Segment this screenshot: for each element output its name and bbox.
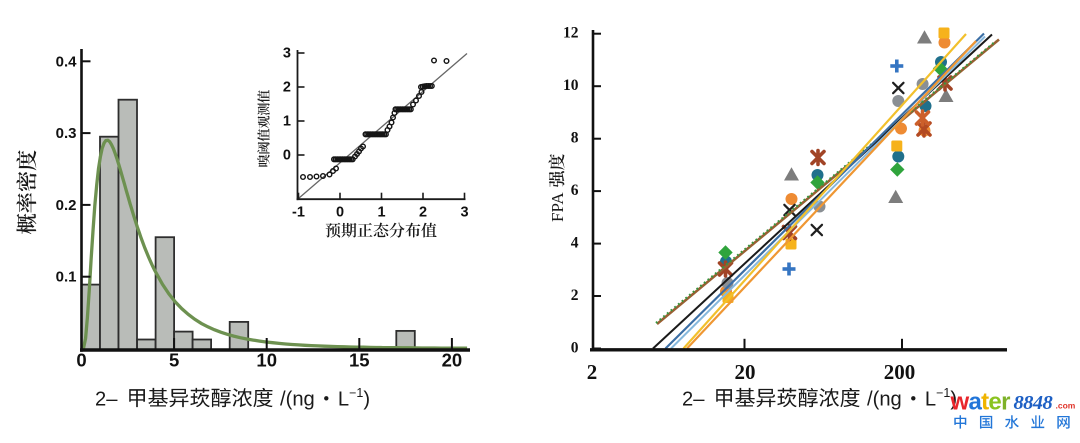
svg-text:0: 0: [283, 148, 291, 164]
svg-text:200: 200: [884, 360, 916, 384]
svg-text:0.3: 0.3: [56, 125, 77, 142]
svg-text:3: 3: [283, 46, 291, 62]
svg-text:0.1: 0.1: [56, 269, 77, 286]
svg-text:L−1): L−1): [925, 386, 957, 411]
svg-text:0: 0: [336, 205, 344, 221]
svg-text:10: 10: [563, 77, 579, 94]
svg-text:-1: -1: [292, 205, 305, 221]
svg-text:2: 2: [419, 205, 427, 221]
svg-text:water: water: [950, 389, 1011, 416]
svg-text:.com: .com: [1056, 401, 1076, 411]
svg-text:1: 1: [283, 114, 291, 130]
svg-text:4: 4: [571, 235, 579, 252]
svg-text:20: 20: [442, 350, 463, 371]
svg-text:8848: 8848: [1014, 392, 1053, 414]
svg-text:2–: 2–: [682, 389, 705, 411]
svg-text:2: 2: [587, 360, 598, 384]
svg-text:8: 8: [571, 130, 579, 147]
svg-text:6: 6: [571, 182, 579, 199]
svg-text:/(ng: /(ng: [867, 389, 902, 411]
svg-text:1: 1: [377, 205, 385, 221]
svg-text:0: 0: [571, 340, 579, 357]
svg-text:0.2: 0.2: [56, 197, 77, 214]
svg-text:15: 15: [349, 350, 370, 371]
svg-text:/(ng: /(ng: [280, 389, 315, 411]
svg-text:12: 12: [563, 25, 579, 42]
svg-text:0: 0: [76, 350, 86, 371]
svg-text:2: 2: [571, 287, 579, 304]
svg-text:FPA: FPA: [548, 192, 567, 222]
svg-text:3: 3: [460, 205, 468, 221]
svg-text:2: 2: [283, 80, 291, 96]
svg-text:20: 20: [735, 360, 756, 384]
svg-text:0.4: 0.4: [56, 53, 78, 70]
svg-text:10: 10: [256, 350, 277, 371]
svg-text:5: 5: [169, 350, 179, 371]
svg-text:2–: 2–: [95, 389, 118, 411]
